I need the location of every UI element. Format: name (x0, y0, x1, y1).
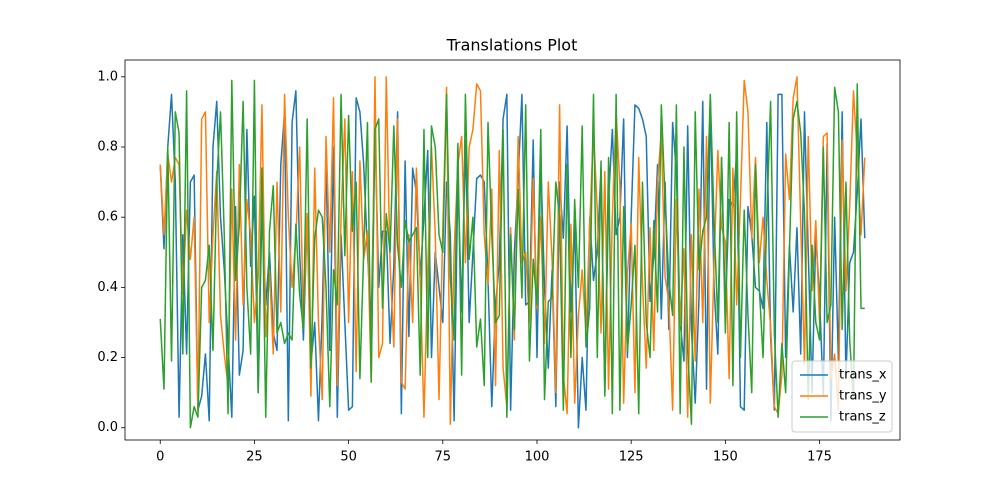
legend-label: trans_y (839, 389, 887, 404)
legend (791, 360, 893, 433)
x-tick-label: 25 (246, 450, 263, 465)
chart-title: Translations Plot (446, 36, 578, 55)
legend-label: trans_x (839, 368, 887, 383)
series-line (159, 79, 865, 429)
y-tick-label: 0.6 (97, 210, 118, 225)
x-tick-label: 175 (807, 450, 832, 465)
x-tick-label: 50 (340, 450, 357, 465)
x-tick-label: 0 (156, 450, 164, 465)
y-tick-label: 0.2 (97, 350, 118, 365)
x-tick-label: 150 (713, 450, 738, 465)
y-tick-label: 0.8 (97, 140, 118, 155)
x-tick-label: 125 (619, 450, 644, 465)
series-line (159, 90, 866, 429)
legend-label: trans_z (839, 410, 886, 425)
x-tick-label: 100 (525, 450, 550, 465)
plot-frame (124, 59, 901, 441)
y-tick-label: 1.0 (97, 69, 118, 84)
y-tick-label: 0.4 (97, 280, 118, 295)
y-tick-label: 0.0 (97, 420, 118, 435)
x-tick-label: 75 (435, 450, 452, 465)
